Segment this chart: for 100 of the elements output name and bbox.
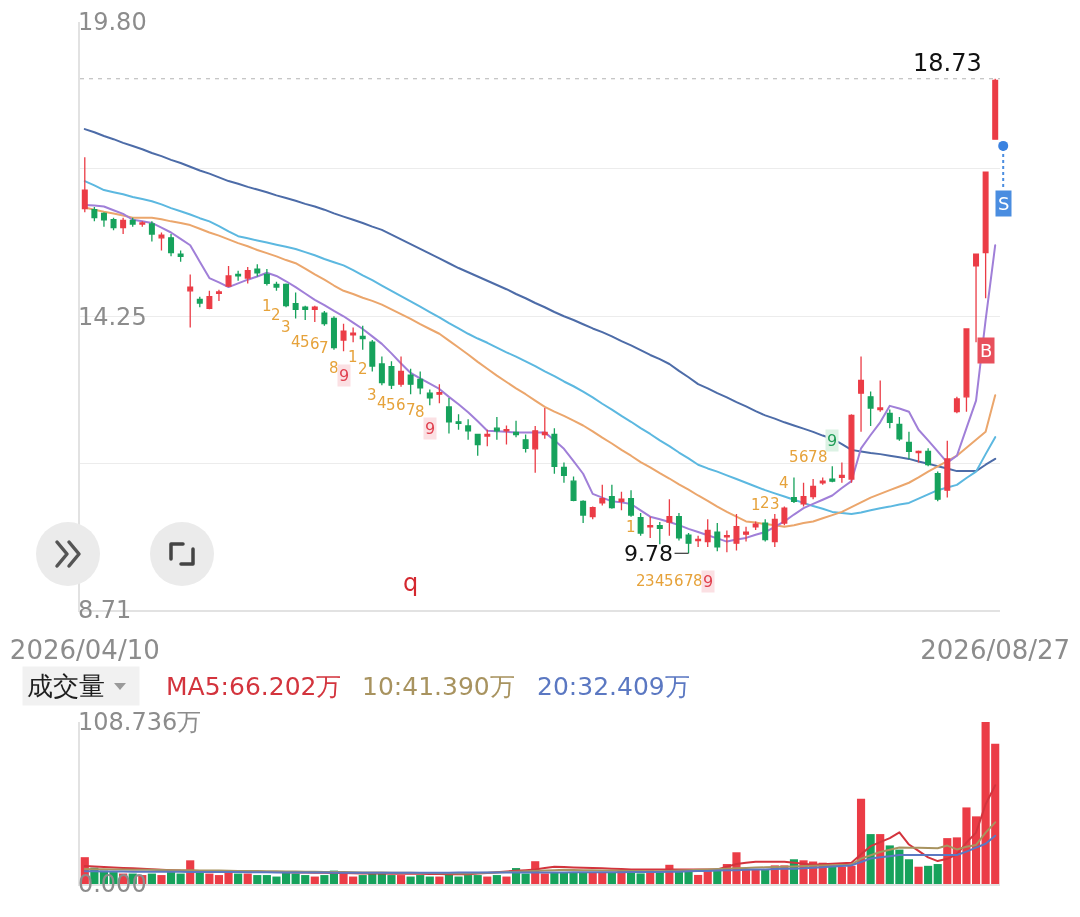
candlestick [330,315,337,351]
bar [205,873,214,884]
bar [435,876,444,884]
candlestick [953,396,960,414]
candlestick [915,449,922,464]
candlestick [417,370,424,395]
bar [253,875,262,884]
bar [636,873,645,884]
annotation: 5 [789,448,799,466]
candlestick [283,282,290,308]
bar [320,875,329,884]
candlestick [704,518,711,548]
bar [914,866,923,884]
annotation: 6 [674,572,684,590]
candlestick [340,323,347,352]
candlestick [973,253,980,343]
bar [396,875,406,884]
candlestick [838,461,845,484]
y-tick-label: 14.25 [77,302,147,331]
candlestick [733,513,740,552]
bar [550,872,559,884]
annotation: 3 [281,318,291,336]
bar [176,873,185,884]
bar [521,873,530,884]
bar [761,869,770,884]
candlestick [359,325,366,351]
candlestick [235,270,242,282]
candlestick [599,484,606,507]
candlestick [474,433,481,457]
candlestick [925,447,932,467]
bar [243,873,252,884]
candlestick [896,416,903,442]
candlestick [388,360,395,390]
candlestick [723,529,730,553]
annotation: 1 [751,496,761,514]
chart-title: 成交量 [27,671,105,701]
bar [933,864,942,884]
candlestick [934,470,941,502]
candlestick [139,220,146,228]
candlestick [91,206,98,223]
candlestick [589,505,596,520]
annotation: 7 [684,572,694,590]
annotation: 5 [300,333,310,351]
annotation: 4 [291,333,301,351]
candlestick [675,512,682,542]
annotation: 7 [808,448,818,466]
annotation: 2 [271,306,281,324]
bar [502,876,511,884]
annotation: 2 [358,360,368,378]
candlestick [100,211,107,228]
candlestick [206,290,213,311]
annotation: 8 [693,572,703,590]
bar [924,865,933,884]
bar [540,873,549,884]
candlestick [743,526,750,543]
candlestick [848,413,855,484]
annotation: 7 [319,339,329,357]
candlestick [781,505,788,526]
annotation: 6 [799,448,809,466]
candlestick [158,231,165,252]
bar [694,874,703,884]
candlestick [369,339,376,373]
candlestick [455,413,462,431]
candlestick [436,383,443,404]
candlestick [551,427,558,475]
candlestick [513,420,520,438]
annotation: 5 [386,396,396,414]
annotation: 6 [310,335,320,353]
bar [904,859,914,884]
annotation: 9 [703,572,714,591]
candlestick [628,489,635,518]
candlestick [800,482,807,508]
candlestick [426,388,433,406]
candlestick [580,499,587,524]
candlestick [944,440,951,499]
bar [473,875,482,884]
candlestick [685,532,692,554]
candlestick [858,355,865,433]
candlestick [752,520,759,531]
candlestick [982,171,989,299]
candlestick [992,78,999,140]
x-tick-label: 2026/08/27 [920,634,1071,665]
candlestick [522,433,529,454]
annotation: 3 [367,386,377,404]
candlestick [311,305,318,323]
candlestick [129,217,136,228]
candlestick [215,289,222,302]
annotation: 4 [779,474,789,492]
annotation: S [998,193,1010,214]
line-series [83,834,997,874]
candlestick [398,355,405,388]
bar [492,875,501,884]
candlestick [829,465,836,483]
candlestick [187,273,194,329]
candlestick [637,512,644,537]
candlestick [263,268,270,287]
candlestick [877,379,884,413]
annotation: 3 [645,572,655,590]
bar [147,873,156,884]
annotation: B [980,340,993,361]
